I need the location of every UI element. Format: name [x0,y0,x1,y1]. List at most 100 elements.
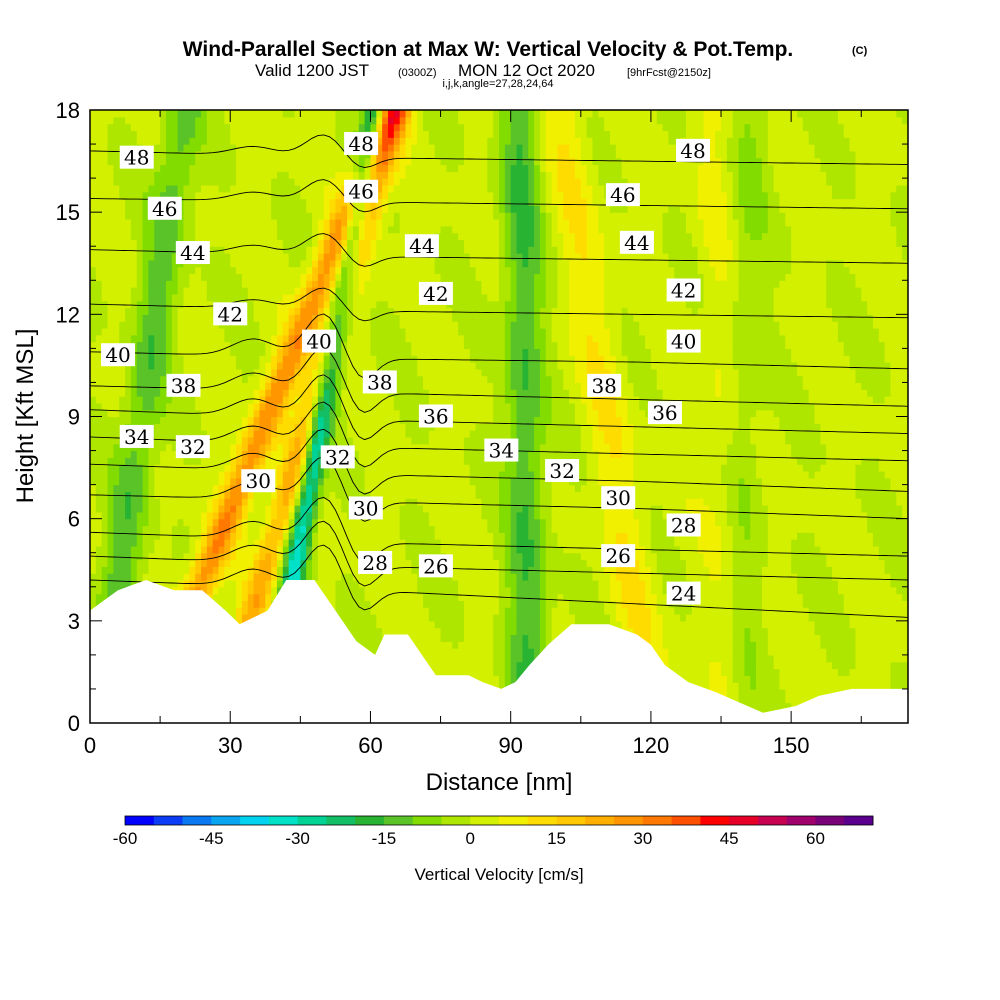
velocity-cell [528,614,535,622]
velocity-cell [528,518,535,527]
velocity-cell [510,654,518,663]
velocity-cell [504,586,512,595]
velocity-cell [522,559,529,567]
velocity-cell [849,675,857,683]
velocity-cell [855,498,862,506]
velocity-cell [458,566,465,574]
velocity-cell [721,593,728,601]
velocity-cell [469,511,477,520]
velocity-cell [867,532,874,540]
velocity-cell [370,532,377,540]
velocity-cell [341,579,348,588]
velocity-cell [721,648,728,656]
velocity-cell [855,518,862,527]
velocity-cell [399,559,407,567]
velocity-cell [528,532,535,540]
velocity-cell [469,579,477,588]
velocity-cell [160,566,167,574]
velocity-cell [434,498,442,506]
velocity-cell [586,484,594,493]
velocity-cell [779,552,786,561]
velocity-cell [212,491,220,499]
velocity-cell [528,545,535,554]
velocity-cell [703,573,710,581]
velocity-cell [837,607,845,615]
velocity-cell [867,600,874,608]
velocity-cell [259,566,266,574]
velocity-cell [522,600,529,608]
velocity-cell [802,532,810,540]
velocity-cell [796,600,804,608]
velocity-cell [247,525,255,533]
velocity-cell [90,600,97,608]
velocity-cell [376,627,383,636]
velocity-cell [890,525,897,533]
velocity-cell [756,545,763,554]
velocity-cell [767,518,775,527]
velocity-cell [259,593,266,601]
velocity-cell [347,593,354,601]
velocity-cell [890,634,897,642]
velocity-cell [329,511,336,520]
velocity-cell [458,498,465,506]
velocity-cell [767,675,775,683]
velocity-cell [732,525,740,533]
velocity-cell [446,607,453,615]
velocity-cell [463,532,471,540]
velocity-cell [592,552,599,561]
velocity-cell [832,620,839,629]
velocity-cell [592,484,599,493]
velocity-cell [586,518,594,527]
velocity-cell [382,620,389,629]
velocity-cell [808,634,816,642]
velocity-cell [779,579,786,588]
velocity-cell [756,525,763,533]
velocity-cell [785,586,792,595]
velocity-cell [317,525,325,533]
velocity-cell [364,614,372,622]
velocity-cell [382,593,389,601]
velocity-cell [481,491,488,499]
velocity-cell [545,600,553,608]
velocity-cell [516,654,523,663]
velocity-cell [680,539,687,547]
velocity-cell [487,614,494,622]
velocity-cell [639,552,646,561]
velocity-cell [691,654,699,663]
velocity-cell [802,511,810,520]
velocity-cell [703,641,710,649]
velocity-cell [896,552,903,561]
velocity-cell [808,607,816,615]
velocity-cell [861,661,868,670]
velocity-cell [837,498,845,506]
velocity-cell [744,552,751,561]
velocity-cell [352,518,360,527]
velocity-cell [469,573,477,581]
velocity-cell [347,559,354,567]
velocity-cell [796,539,804,547]
velocity-cell [347,579,354,588]
velocity-cell [259,518,266,527]
velocity-cell [855,668,862,676]
velocity-cell [183,498,190,506]
velocity-cell [767,505,775,513]
velocity-cell [791,688,798,697]
velocity-cell [721,532,728,540]
velocity-cell [370,545,377,554]
velocity-cell [206,498,214,506]
velocity-cell [358,620,366,629]
velocity-cell [352,634,360,642]
velocity-cell [218,477,225,486]
velocity-cell [779,559,786,567]
velocity-cell [306,525,313,533]
velocity-cell [317,518,325,527]
velocity-cell [650,552,658,561]
velocity-cell [902,614,908,622]
velocity-cell [253,511,261,520]
velocity-cell [896,614,903,622]
velocity-cell [510,518,518,527]
velocity-cell [475,559,483,567]
velocity-cell [650,620,658,629]
velocity-cell [148,491,155,499]
velocity-cell [165,552,173,561]
